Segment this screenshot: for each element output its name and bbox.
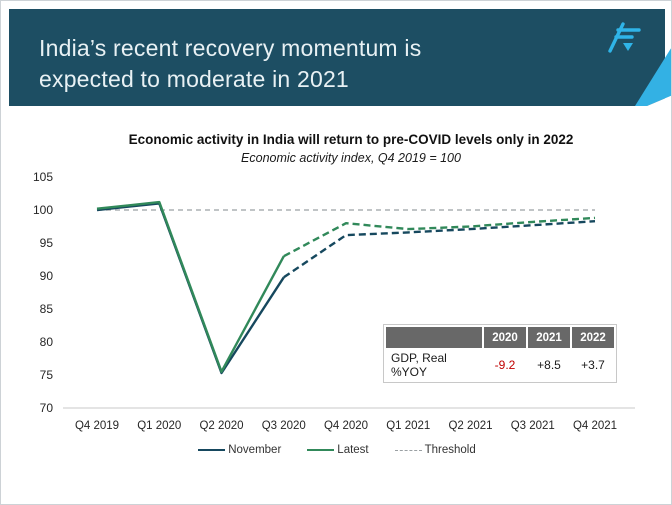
chart-legend: November Latest Threshold (1, 444, 671, 456)
legend-item-threshold: Threshold (394, 444, 476, 456)
legend-label-november: November (228, 444, 282, 456)
x-tick-label: Q3 2021 (511, 420, 555, 432)
y-tick-label: 70 (40, 401, 54, 415)
chart-title: Economic activity in India will return t… (128, 132, 574, 147)
x-tick-label: Q2 2020 (199, 420, 243, 432)
y-tick-label: 100 (33, 203, 53, 217)
gdp-2020-value: -9.2 (484, 350, 526, 380)
gdp-table-data-row: GDP, Real %YOY -9.2 +8.5 +3.7 (386, 350, 614, 380)
x-tick-label: Q1 2020 (137, 420, 181, 432)
legend-item-latest: Latest (307, 444, 369, 456)
gdp-2021-value: +8.5 (528, 350, 570, 380)
x-tick-label: Q2 2021 (448, 420, 492, 432)
gdp-row-label: GDP, Real %YOY (386, 350, 482, 380)
x-tick-label: Q4 2021 (573, 420, 617, 432)
gdp-table-header-2022: 2022 (572, 327, 614, 348)
series-latest-forecast-dashed-line (283, 216, 596, 258)
x-tick-label: Q1 2021 (386, 420, 430, 432)
y-tick-label: 80 (40, 335, 54, 349)
x-tick-label: Q4 2019 (75, 420, 119, 432)
slide-title-line1: India’s recent recovery momentum is (39, 35, 422, 61)
header-band: India’s recent recovery momentum is expe… (9, 9, 665, 106)
y-tick-label: 85 (40, 302, 54, 316)
y-tick-label: 75 (40, 368, 54, 382)
header-accent-shape (635, 48, 671, 106)
gdp-table-header-row: 2020 2021 2022 (386, 327, 614, 348)
y-tick-label: 105 (33, 170, 53, 184)
y-tick-label: 90 (40, 269, 54, 283)
legend-label-latest: Latest (337, 444, 369, 456)
latest-line-swatch (307, 449, 335, 451)
company-logo-icon (608, 22, 641, 53)
series-november-forecast-dashed-line (283, 220, 596, 279)
threshold-line-swatch (394, 449, 422, 451)
series-latest-solid-line (96, 200, 285, 373)
slide-title: India’s recent recovery momentum is expe… (39, 33, 421, 95)
y-tick-label: 95 (40, 236, 54, 250)
gdp-table: 2020 2021 2022 GDP, Real %YOY -9.2 +8.5 … (383, 324, 617, 383)
legend-label-threshold: Threshold (424, 444, 476, 456)
november-line-swatch (198, 449, 226, 451)
gdp-table-header-empty (386, 327, 482, 348)
gdp-table-header-2020: 2020 (484, 327, 526, 348)
slide-title-line2: expected to moderate in 2021 (39, 66, 349, 92)
gdp-2022-value: +3.7 (572, 350, 614, 380)
gdp-table-header-2021: 2021 (528, 327, 570, 348)
legend-item-november: November (198, 444, 281, 456)
x-tick-label: Q3 2020 (262, 420, 306, 432)
x-tick-label: Q4 2020 (324, 420, 368, 432)
chart-subtitle: Economic activity index, Q4 2019 = 100 (241, 151, 461, 165)
